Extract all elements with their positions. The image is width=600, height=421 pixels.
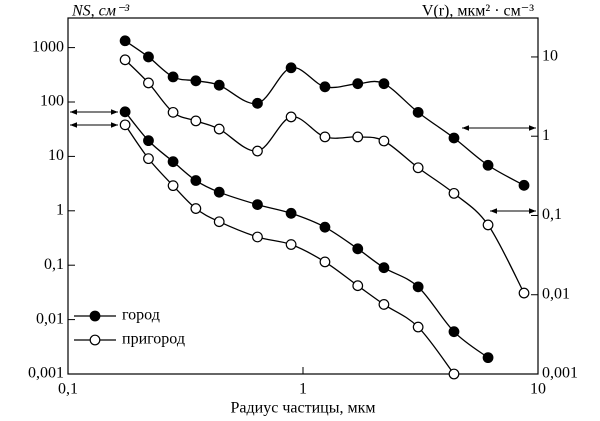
data-point bbox=[448, 187, 460, 199]
data-point bbox=[190, 115, 202, 127]
data-point bbox=[167, 180, 179, 192]
x-tick-label: 0,1 bbox=[58, 381, 78, 398]
data-point bbox=[167, 156, 179, 168]
data-point bbox=[167, 71, 179, 83]
y-axis-title: NS, см⁻³ bbox=[71, 3, 129, 20]
legend-marker bbox=[89, 310, 101, 322]
data-point bbox=[448, 368, 460, 380]
data-point bbox=[252, 145, 263, 157]
y-tick-label: 10 bbox=[48, 147, 64, 164]
data-point bbox=[285, 239, 297, 250]
data-point bbox=[378, 262, 390, 274]
data-point bbox=[482, 159, 494, 171]
data-point bbox=[482, 219, 494, 231]
y-tick-label: 100 bbox=[40, 93, 64, 110]
y-tick-label: 0,001 bbox=[28, 365, 64, 382]
y2-tick-label: 0,001 bbox=[542, 365, 578, 382]
data-point bbox=[285, 207, 297, 219]
data-point bbox=[190, 203, 202, 214]
y-tick-label: 0,01 bbox=[36, 310, 64, 327]
data-point bbox=[285, 111, 297, 123]
y2-tick-label: 10 bbox=[542, 48, 558, 65]
data-point bbox=[190, 175, 202, 186]
legend-marker bbox=[89, 334, 101, 346]
data-point bbox=[482, 352, 494, 364]
data-point bbox=[190, 75, 202, 87]
data-point bbox=[319, 221, 331, 233]
x-axis-title: Радиус частицы, мкм bbox=[231, 400, 376, 417]
data-point bbox=[319, 131, 331, 143]
data-point bbox=[213, 216, 225, 228]
data-point bbox=[143, 153, 154, 165]
data-point bbox=[412, 281, 424, 293]
data-point bbox=[119, 119, 131, 131]
data-point bbox=[143, 77, 154, 89]
data-point bbox=[119, 54, 131, 66]
legend-label: пригород bbox=[122, 331, 185, 348]
data-point bbox=[252, 97, 263, 109]
y-tick-label: 1000 bbox=[32, 38, 64, 55]
data-point bbox=[143, 51, 154, 63]
data-point bbox=[143, 135, 154, 147]
data-point bbox=[378, 299, 390, 310]
data-point bbox=[319, 256, 331, 268]
data-point bbox=[352, 280, 364, 292]
data-point bbox=[213, 186, 225, 198]
data-point bbox=[412, 106, 424, 118]
y2-tick-label: 0,01 bbox=[542, 285, 570, 302]
data-point bbox=[167, 106, 179, 118]
data-point bbox=[252, 199, 263, 211]
data-point bbox=[448, 132, 460, 144]
data-point bbox=[378, 78, 390, 90]
data-point bbox=[378, 135, 390, 147]
data-point bbox=[285, 62, 297, 74]
data-point bbox=[352, 78, 364, 90]
data-point bbox=[319, 81, 331, 93]
data-point bbox=[352, 131, 364, 143]
x-tick-label: 10 bbox=[530, 381, 546, 398]
y-tick-label: 1 bbox=[56, 201, 64, 218]
series-line bbox=[124, 40, 525, 186]
data-point bbox=[518, 287, 530, 299]
y2-tick-label: 1 bbox=[542, 127, 550, 144]
y2-axis-title: V(r), мкм² · см⁻³ bbox=[422, 3, 534, 20]
data-point bbox=[119, 35, 131, 47]
data-point bbox=[352, 243, 364, 255]
data-point bbox=[448, 326, 460, 338]
data-point bbox=[518, 179, 530, 191]
data-point bbox=[213, 79, 225, 91]
y-tick-label: 0,1 bbox=[44, 256, 64, 273]
y2-tick-label: 0,1 bbox=[542, 206, 562, 223]
series-line bbox=[124, 111, 489, 359]
data-point bbox=[412, 162, 424, 174]
legend-label: город bbox=[122, 307, 160, 324]
x-tick-label: 1 bbox=[299, 381, 307, 398]
data-point bbox=[252, 231, 263, 243]
data-point bbox=[119, 106, 131, 118]
data-point bbox=[412, 321, 424, 333]
data-point bbox=[213, 123, 225, 135]
